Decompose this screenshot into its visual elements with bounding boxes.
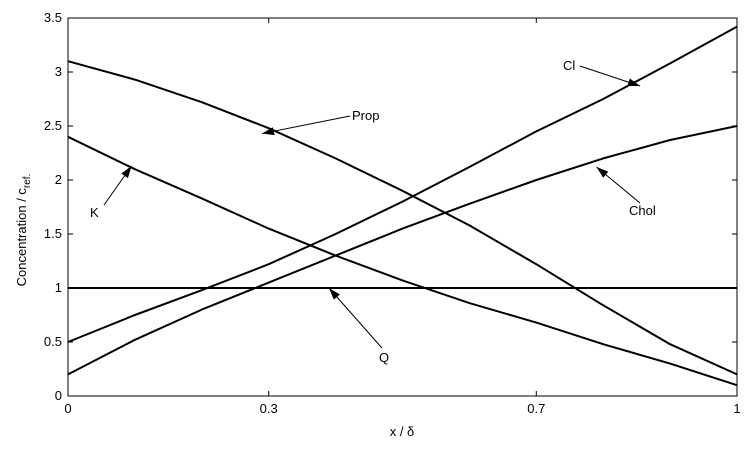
annotation-arrow-line xyxy=(328,287,383,349)
y-tick-label: 0 xyxy=(55,388,62,403)
series-line-k xyxy=(67,135,738,387)
y-tick-label: 2 xyxy=(55,172,62,187)
annotation-label-k: K xyxy=(90,205,99,220)
axes: 0 0.3 0.7 1 0 0.5 1 1.5 2 2.5 3 3.5 xyxy=(44,10,741,416)
x-axis-label: x / δ xyxy=(390,424,415,439)
x-tick-label: 0.7 xyxy=(527,401,545,416)
annotation-label-cl: Cl xyxy=(563,58,575,73)
series-line-cl xyxy=(67,25,738,343)
y-tick-label: 1.5 xyxy=(44,226,62,241)
y-tick-label: 3.5 xyxy=(44,10,62,25)
y-tick-label: 3 xyxy=(55,64,62,79)
annotation-label-chol: Chol xyxy=(629,203,656,218)
x-tick-label: 0.3 xyxy=(260,401,278,416)
annotation-arrowhead xyxy=(328,288,340,300)
x-tick-label: 0 xyxy=(64,401,71,416)
annotation-arrowhead xyxy=(627,78,640,87)
y-axis-label-main: Concentration / c xyxy=(14,188,29,287)
annotation-arrow-line xyxy=(261,115,351,135)
annotation-label-q: Q xyxy=(379,350,389,365)
series-lines xyxy=(67,25,738,387)
series-line-prop xyxy=(67,60,738,376)
series-line-chol xyxy=(67,125,738,376)
annotation-arrowhead xyxy=(262,127,275,136)
annotation-label-prop: Prop xyxy=(352,108,379,123)
y-axis-label: Concentration / cref. xyxy=(14,174,33,287)
annotations: Prop K Cl Chol Q xyxy=(90,58,656,365)
y-axis-label-group: Concentration / cref. xyxy=(14,174,33,287)
y-tick-label: 2.5 xyxy=(44,118,62,133)
y-tick-label: 1 xyxy=(55,280,62,295)
annotation-arrowhead xyxy=(596,167,609,178)
y-axis-label-subscript: ref. xyxy=(22,174,33,188)
plot-frame xyxy=(67,17,738,397)
x-tick-label: 1 xyxy=(733,401,740,416)
y-tick-label: 0.5 xyxy=(44,334,62,349)
annotation-arrowhead xyxy=(121,165,132,179)
